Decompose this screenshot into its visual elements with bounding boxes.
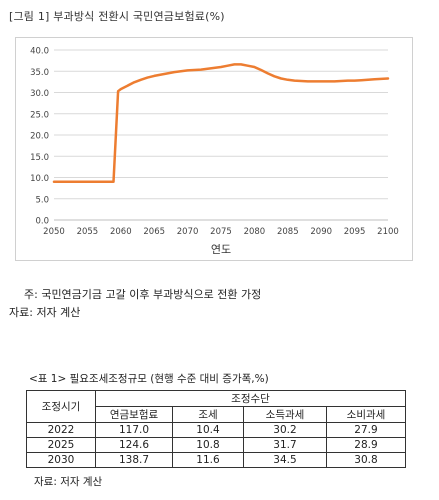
y-tick-label: 0.0 xyxy=(35,217,49,227)
column-header: 연금보험료 xyxy=(95,406,173,423)
x-axis-label: 연도 xyxy=(211,243,231,256)
value-cell: 10.4 xyxy=(172,422,244,438)
value-cell: 11.6 xyxy=(172,452,244,468)
gridlines xyxy=(54,49,388,221)
row-header-cell: 조정시기 xyxy=(26,390,96,423)
group-header-cell: 조정수단 xyxy=(95,390,406,407)
y-tick-label: 25.0 xyxy=(30,110,49,120)
x-tick-label: 2075 xyxy=(210,227,232,237)
figure-source: 자료: 저자 계산 xyxy=(9,306,81,319)
year-cell: 2025 xyxy=(26,437,96,453)
x-tick-label: 2085 xyxy=(277,227,299,237)
table-row: 2022 117.0 10.4 30.2 27.9 xyxy=(26,422,406,438)
table-row: 2025 124.6 10.8 31.7 28.9 xyxy=(26,437,406,453)
y-tick-label: 10.0 xyxy=(30,174,49,184)
x-axis-ticks: 2050 2055 2060 2065 2070 2075 2080 2085 2090 2095… xyxy=(43,227,399,237)
table-header-row: 조정시기 조정수단 xyxy=(26,390,406,423)
line-chart: 0.05.010.015.020.025.030.035.040.0 2050 2… xyxy=(30,47,399,257)
value-cell: 117.0 xyxy=(95,422,173,438)
y-tick-label: 30.0 xyxy=(30,89,49,99)
y-tick-label: 5.0 xyxy=(35,195,49,205)
value-cell: 10.8 xyxy=(172,437,244,453)
column-header: 소비과세 xyxy=(326,406,406,423)
x-tick-label: 2080 xyxy=(244,227,266,237)
adjustment-table: 조정시기 조정수단 연금보험료 조세 소득과세 소비과세 2022 117.0 … xyxy=(26,390,406,468)
year-cell: 2022 xyxy=(26,422,96,438)
x-tick-label: 2060 xyxy=(110,227,132,237)
figure-title: [그림 1] 부과방식 전환시 국민연금보험료(%) xyxy=(9,10,225,23)
value-cell: 138.7 xyxy=(95,452,173,468)
y-axis-ticks: 0.0 5.0 10.0 15.0 20.0 25.0 30.0 35.0 40.0 xyxy=(30,47,49,227)
x-tick-label: 2070 xyxy=(177,227,199,237)
figure-note: 주: 국민연금기금 고갈 이후 부과방식으로 전환 가정 xyxy=(24,288,262,301)
x-tick-label: 2095 xyxy=(344,227,366,237)
value-cell: 28.9 xyxy=(326,437,406,453)
y-tick-label: 20.0 xyxy=(30,132,49,142)
column-header: 조세 xyxy=(172,406,244,423)
series-line xyxy=(52,63,390,184)
column-header: 소득과세 xyxy=(243,406,327,423)
x-tick-label: 2050 xyxy=(43,227,65,237)
value-cell: 31.7 xyxy=(243,437,327,453)
y-tick-label: 35.0 xyxy=(30,68,49,78)
y-tick-label: 15.0 xyxy=(30,153,49,163)
value-cell: 34.5 xyxy=(243,452,327,468)
x-tick-label: 2100 xyxy=(377,227,399,237)
value-cell: 124.6 xyxy=(95,437,173,453)
value-cell: 27.9 xyxy=(326,422,406,438)
table-title: <표 1> 필요조세조정규모 (현행 수준 대비 증가폭,%) xyxy=(29,373,269,385)
x-tick-label: 2065 xyxy=(143,227,165,237)
value-cell: 30.2 xyxy=(243,422,327,438)
x-tick-label: 2090 xyxy=(310,227,332,237)
year-cell: 2030 xyxy=(26,452,96,468)
table-source: 자료: 저자 계산 xyxy=(34,476,103,488)
x-tick-label: 2055 xyxy=(77,227,99,237)
value-cell: 30.8 xyxy=(326,452,406,468)
table-subheader-row: 연금보험료 조세 소득과세 소비과세 xyxy=(27,406,406,423)
chart-area: 0.0 5.0 10.0 15.0 20.0 25.0 30.0 35.0 40.0 2050 2… xyxy=(15,37,413,261)
y-tick-label: 40.0 xyxy=(30,47,49,57)
table-row: 2030 138.7 11.6 34.5 30.8 xyxy=(26,452,406,468)
